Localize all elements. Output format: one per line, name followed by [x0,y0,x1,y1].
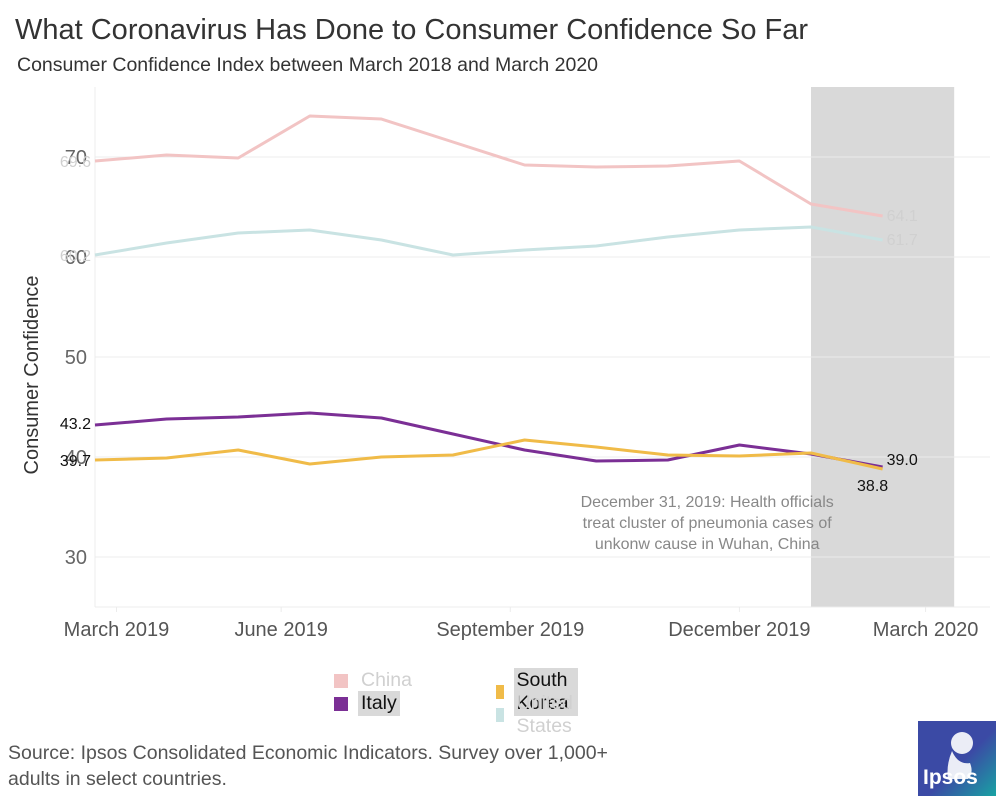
legend-swatch-south-korea [496,685,504,699]
series-line-china [94,114,883,218]
annotation-line-0: December 31, 2019: Health officials [581,494,834,511]
y-tick-label-70: 70 [65,147,87,169]
legend-swatch-china [334,673,348,688]
x-tick-label-3: December 2019 [668,619,810,641]
end-label-italy: 39.0 [887,452,918,469]
chart-title: What Coronavirus Has Done to Consumer Co… [15,14,809,46]
annotation-line-1: treat cluster of pneumonia cases of [583,515,833,532]
y-tick-label-60: 60 [65,247,87,269]
x-tick-label-4: March 2020 [873,619,979,641]
legend-item-italy[interactable]: Italy [334,691,400,716]
end-label-south-korea: 38.8 [857,478,888,495]
end-label-united-states: 61.7 [887,232,918,249]
series-line-italy [94,411,883,469]
y-tick-label-50: 50 [65,347,87,369]
legend-swatch-italy [334,696,348,711]
legend-label-south-korea: South Korea [513,668,579,716]
x-tick-label-1: June 2019 [234,619,327,641]
legend-label-italy: Italy [358,691,400,716]
annotation-line-2: unkonw cause in Wuhan, China [595,536,820,553]
start-label-united-states: 60.2 [60,248,91,265]
shaded-region [811,87,955,607]
legend-label-united-states: United States [516,692,573,737]
start-label-south-korea: 39.7 [60,453,91,470]
line-chart: 30 40 50 60 70 March 2019 June 2019 September 2… [21,87,990,641]
start-label-china: 69.6 [60,154,91,171]
start-label-italy: 43.2 [60,416,91,433]
series-line-united-states [94,225,883,257]
ipsos-logo: Ipsos [918,721,996,796]
logo-text: Ipsos [923,766,978,789]
x-tick-label-2: September 2019 [436,619,584,641]
legend-item-united-states[interactable]: United States [496,691,582,739]
source-note: Source: Ipsos Consolidated Economic Indi… [8,742,608,790]
legend-item-china[interactable]: China [334,668,415,693]
end-label-china: 64.1 [887,208,918,225]
legend-item-south-korea[interactable]: South Korea [496,668,579,716]
series-line-south-korea [94,438,883,471]
y-axis-title: Consumer Confidence [21,276,43,475]
legend-swatch-united-states [496,708,504,722]
x-tick-label-0: March 2019 [64,619,170,641]
y-tick-label-40: 40 [65,447,87,469]
legend-label-china: China [361,669,412,691]
chart-subtitle: Consumer Confidence Index between March … [17,54,599,76]
logo-head-icon [947,732,973,779]
y-tick-label-30: 30 [65,547,87,569]
